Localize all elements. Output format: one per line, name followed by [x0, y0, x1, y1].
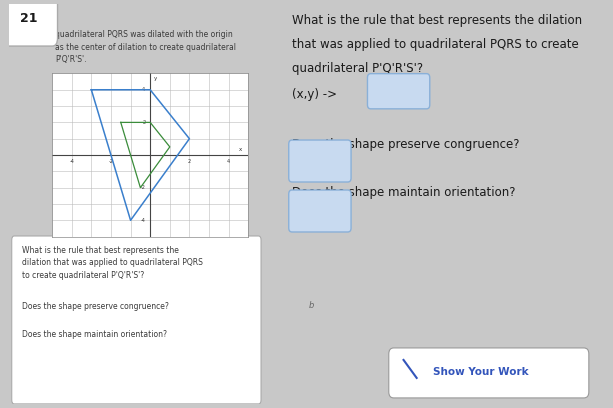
Text: -2: -2	[109, 159, 113, 164]
FancyBboxPatch shape	[289, 190, 351, 232]
Text: (x,y) ->: (x,y) ->	[292, 88, 337, 101]
FancyBboxPatch shape	[367, 74, 430, 109]
Text: -4: -4	[69, 159, 74, 164]
Text: 21: 21	[20, 11, 37, 24]
Text: 4: 4	[227, 159, 230, 164]
Text: -2: -2	[140, 185, 145, 190]
Text: x: x	[239, 147, 242, 152]
Text: What is the rule that best represents the
dilation that was applied to quadrilat: What is the rule that best represents th…	[22, 246, 203, 280]
FancyBboxPatch shape	[12, 236, 261, 404]
Text: Does the shape preserve congruence?: Does the shape preserve congruence?	[22, 302, 169, 311]
Text: b: b	[309, 302, 314, 310]
FancyBboxPatch shape	[389, 348, 589, 398]
Text: Does the shape maintain orientation?: Does the shape maintain orientation?	[22, 330, 167, 339]
Text: Does the shape maintain orientation?: Does the shape maintain orientation?	[292, 186, 516, 199]
Text: quadrilateral PQRS was dilated with the origin
as the center of dilation to crea: quadrilateral PQRS was dilated with the …	[55, 30, 236, 64]
FancyBboxPatch shape	[289, 140, 351, 182]
Text: y: y	[153, 76, 157, 81]
Text: -4: -4	[140, 218, 145, 223]
Text: 2: 2	[142, 120, 145, 125]
Text: 4: 4	[142, 87, 145, 92]
FancyBboxPatch shape	[2, 0, 58, 46]
Text: quadrilateral P'Q'R'S'?: quadrilateral P'Q'R'S'?	[292, 62, 423, 75]
Text: Show Your Work: Show Your Work	[433, 367, 528, 377]
Text: Does the shape preserve congruence?: Does the shape preserve congruence?	[292, 138, 520, 151]
Text: 2: 2	[188, 159, 191, 164]
Text: that was applied to quadrilateral PQRS to create: that was applied to quadrilateral PQRS t…	[292, 38, 579, 51]
Text: What is the rule that best represents the dilation: What is the rule that best represents th…	[292, 14, 582, 27]
